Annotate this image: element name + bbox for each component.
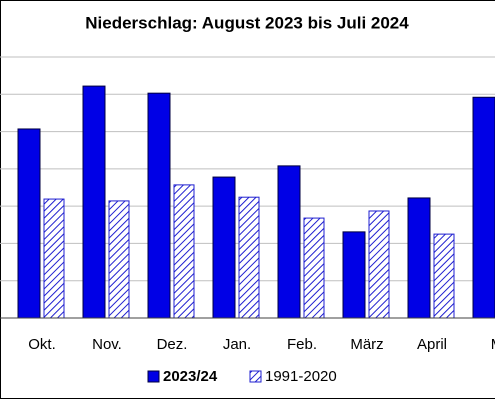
- legend-label: 2023/24: [163, 368, 218, 385]
- bar: [108, 200, 130, 319]
- chart-title: Niederschlag: August 2023 bis Juli 2024: [85, 13, 409, 32]
- bar: [212, 176, 236, 319]
- bar: [43, 198, 65, 319]
- x-tick-label: M: [491, 336, 495, 353]
- bar: [147, 92, 171, 319]
- bar: [368, 210, 390, 319]
- bar: [472, 96, 495, 319]
- bar: [433, 233, 455, 319]
- legend-swatch: [147, 370, 160, 383]
- x-tick-label: Jan.: [223, 336, 251, 353]
- x-tick-label: März: [350, 336, 383, 353]
- x-tick-label: Dez.: [157, 336, 188, 353]
- x-tick-label: Feb.: [287, 336, 317, 353]
- bar: [238, 196, 260, 319]
- legend-swatch: [249, 370, 262, 383]
- bar: [303, 217, 325, 319]
- x-tick-label: April: [417, 336, 447, 353]
- legend-label: 1991-2020: [265, 368, 337, 385]
- x-tick-label: Nov.: [92, 336, 122, 353]
- x-tick-label: Okt.: [28, 336, 56, 353]
- bar: [17, 128, 41, 319]
- bar: [173, 184, 195, 319]
- bar: [277, 165, 301, 319]
- bar: [82, 85, 106, 319]
- bar: [342, 231, 366, 319]
- bar: [407, 197, 431, 319]
